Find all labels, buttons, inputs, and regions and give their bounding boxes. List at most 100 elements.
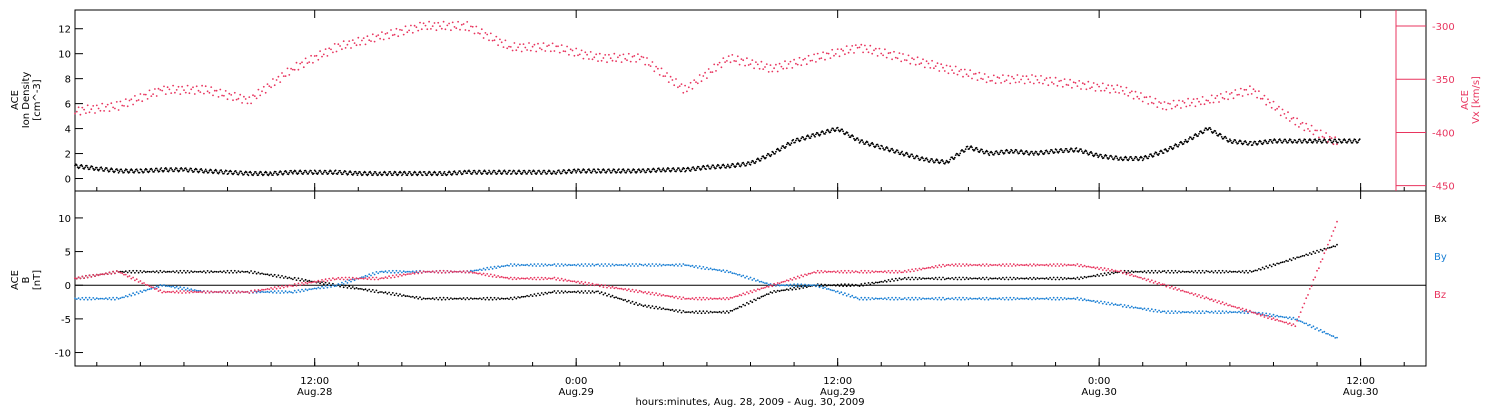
data-point	[776, 289, 779, 292]
velocity-point	[1252, 88, 1255, 91]
velocity-point	[1323, 136, 1326, 139]
data-point	[642, 168, 645, 171]
data-point	[633, 290, 636, 293]
data-point	[1210, 270, 1213, 272]
data-point	[321, 279, 323, 281]
data-point	[1183, 140, 1186, 143]
velocity-point	[1161, 108, 1164, 110]
data-point	[646, 306, 648, 308]
data-point	[1341, 141, 1344, 144]
data-point	[495, 276, 498, 278]
data-point	[1036, 297, 1039, 300]
velocity-point	[1279, 114, 1282, 117]
data-point	[371, 289, 374, 291]
data-point	[706, 297, 708, 299]
data-point	[1318, 329, 1320, 332]
data-point	[1241, 310, 1244, 313]
data-point	[529, 294, 532, 296]
data-point	[144, 271, 147, 274]
data-point	[181, 271, 184, 274]
data-point	[784, 147, 786, 150]
data-point	[471, 298, 474, 300]
data-point	[304, 288, 307, 291]
data-point	[399, 273, 401, 276]
data-point	[481, 172, 484, 175]
data-point	[468, 169, 470, 172]
data-point	[539, 294, 541, 297]
data-point	[838, 292, 841, 295]
velocity-point	[1112, 88, 1115, 90]
data-point	[969, 297, 972, 300]
field-tick-label: 0	[65, 281, 71, 292]
velocity-point	[989, 80, 992, 82]
velocity-point	[822, 51, 824, 54]
data-point	[711, 311, 714, 314]
velocity-point	[455, 27, 458, 30]
data-point	[1296, 319, 1298, 322]
data-point	[168, 285, 171, 288]
data-point	[1029, 276, 1031, 279]
velocity-point	[190, 88, 193, 91]
data-points	[74, 20, 1361, 339]
data-point	[903, 269, 906, 272]
data-point	[884, 279, 886, 282]
data-point	[691, 264, 694, 267]
velocity-point	[882, 54, 884, 57]
data-point	[203, 170, 206, 173]
data-point	[172, 290, 175, 293]
data-point	[765, 156, 767, 159]
data-point	[328, 284, 331, 287]
data-point	[1250, 311, 1253, 314]
velocity-point	[753, 67, 755, 70]
data-point	[555, 265, 558, 267]
velocity-point	[1074, 82, 1077, 84]
data-point	[404, 172, 407, 175]
velocity-point	[671, 79, 674, 81]
velocity-point	[996, 76, 999, 79]
data-point	[847, 293, 850, 296]
data-point	[618, 264, 621, 266]
data-point	[637, 291, 639, 294]
data-point	[292, 170, 295, 173]
data-point	[382, 271, 385, 274]
data-point	[284, 284, 287, 287]
velocity-point	[840, 48, 843, 51]
data-point	[340, 171, 342, 174]
data-point	[858, 298, 861, 301]
data-point	[266, 288, 269, 290]
velocity-point	[435, 29, 438, 32]
data-point	[764, 282, 766, 284]
data-point	[491, 275, 494, 278]
data-point	[1249, 140, 1252, 143]
data-point	[1049, 276, 1051, 279]
data-point	[511, 171, 514, 173]
data-point	[1229, 139, 1232, 142]
data-point	[1103, 267, 1106, 270]
velocity-point	[943, 70, 946, 72]
data-point	[676, 169, 678, 171]
data-point	[1258, 268, 1260, 270]
data-point	[1063, 297, 1066, 299]
data-point	[1287, 317, 1289, 320]
data-point	[787, 279, 790, 282]
data-point	[1011, 265, 1013, 267]
data-point	[785, 288, 788, 291]
velocity-point	[893, 50, 895, 53]
data-point	[702, 296, 705, 299]
data-point	[464, 298, 467, 301]
data-point	[337, 171, 340, 174]
data-point	[1054, 265, 1057, 267]
data-point	[419, 296, 421, 299]
data-point	[631, 263, 634, 265]
data-point	[346, 278, 349, 281]
data-point	[1187, 270, 1189, 273]
data-point	[1214, 299, 1217, 301]
data-point	[996, 264, 999, 267]
data-point	[280, 171, 282, 173]
velocity-point	[292, 68, 294, 71]
data-point	[1135, 156, 1138, 159]
data-point	[880, 280, 883, 283]
data-point	[88, 274, 91, 277]
velocity-point	[299, 62, 302, 65]
